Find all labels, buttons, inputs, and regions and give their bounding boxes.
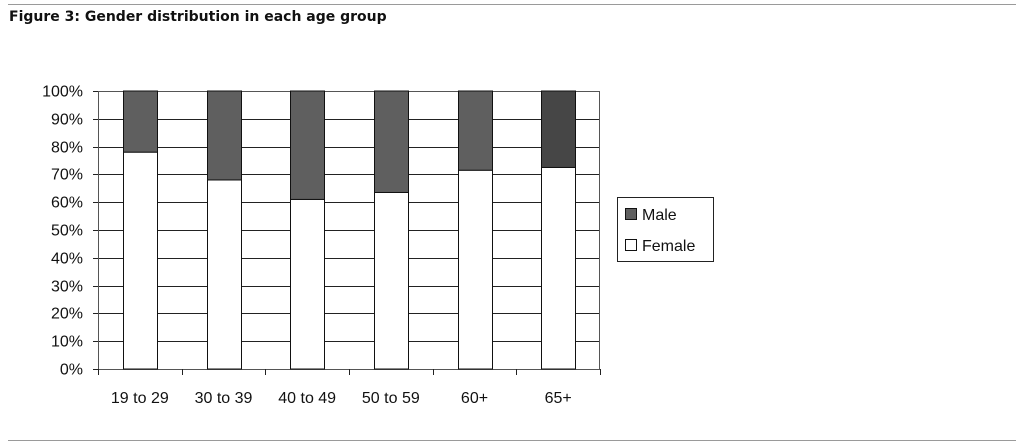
bar-female [123,151,158,370]
x-tick-label: 65+ [545,390,572,407]
figure-title: Figure 3: Gender distribution in each ag… [9,9,387,25]
x-tick-label: 19 to 29 [111,390,169,407]
y-tick-label: 90% [51,112,83,129]
bar-male [123,90,158,153]
y-tick-label: 70% [51,167,83,184]
x-tick-label: 40 to 49 [278,390,336,407]
y-tick-label: 80% [51,140,83,157]
y-tick-label: 0% [60,362,83,379]
x-tick-label: 30 to 39 [195,390,253,407]
y-tick-label: 40% [51,251,83,268]
bar-female [374,191,409,370]
bar-female [290,198,325,370]
bottom-rule [8,440,1016,441]
y-tick-label: 50% [51,223,83,240]
y-tick-label: 20% [51,306,83,323]
bar-male [374,90,409,193]
legend-swatch [625,208,637,220]
y-tick-label: 60% [51,195,83,212]
x-tick-label: 60+ [461,390,488,407]
x-tick-label: 50 to 59 [362,390,420,407]
y-tick-label: 30% [51,279,83,296]
bar-male [458,90,493,171]
bar-male [290,90,325,200]
legend-label: Female [642,238,695,255]
bar-female [458,169,493,370]
legend-label: Male [642,207,677,224]
bar-female [207,179,242,370]
bar-male [541,90,576,168]
legend-swatch [625,239,637,251]
y-tick-label: 100% [42,84,83,101]
bar-male [207,90,242,181]
bar-female [541,166,576,370]
y-tick-label: 10% [51,334,83,351]
top-rule [8,4,1016,5]
